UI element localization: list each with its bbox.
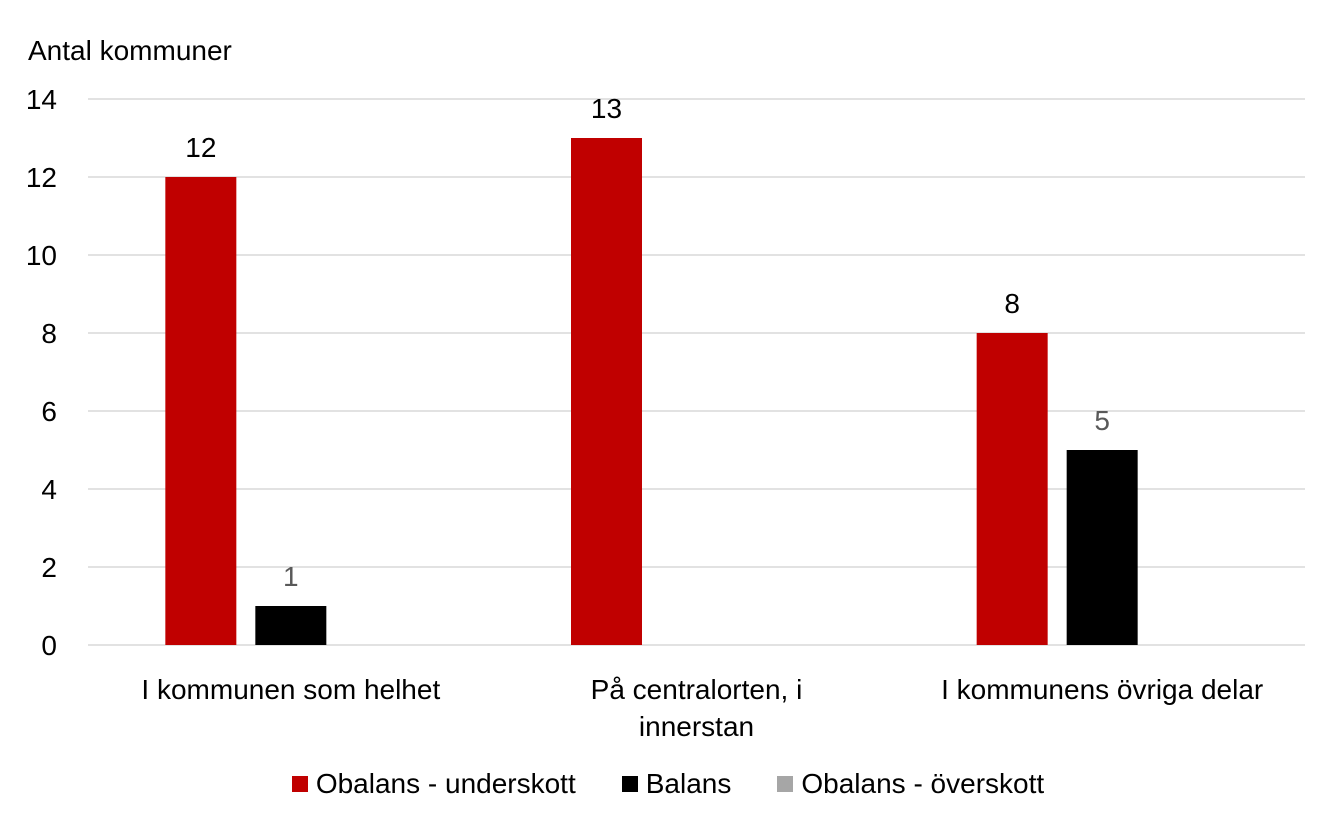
x-category-label: I kommunen som helhet	[141, 674, 440, 705]
legend-swatch	[291, 776, 308, 792]
bar	[165, 177, 237, 645]
data-label: 8	[1004, 288, 1020, 319]
bars	[165, 138, 1138, 645]
y-tick-label: 4	[41, 474, 57, 505]
x-category-label: På centralorten, i	[591, 674, 803, 705]
data-label: 13	[591, 93, 622, 124]
legend-swatch	[777, 776, 794, 792]
legend-label: Obalans - överskott	[801, 768, 1045, 799]
data-label: 5	[1094, 405, 1110, 436]
bar	[1066, 450, 1138, 645]
bar-chart: Antal kommuner 0 2 4 6 8 10 12 14 12 1 13 8 5 I kom…	[26, 35, 1305, 742]
legend-item: Obalans - överskott	[777, 768, 1044, 800]
legend-swatch	[621, 776, 638, 792]
bar	[571, 138, 642, 645]
y-tick-label: 6	[41, 396, 57, 427]
data-label: 12	[185, 132, 216, 163]
legend-item: Obalans - underskott	[291, 768, 576, 800]
y-tick-label: 14	[26, 84, 57, 115]
y-axis-ticks: 0 2 4 6 8 10 12 14	[26, 84, 57, 661]
y-tick-label: 8	[41, 318, 57, 349]
gridlines	[88, 98, 1305, 646]
data-labels: 12 1 13 8 5	[185, 93, 1110, 592]
y-tick-label: 0	[41, 630, 57, 661]
x-category-label: I kommunens övriga delar	[941, 674, 1263, 705]
bar	[976, 333, 1048, 645]
y-tick-label: 12	[26, 162, 57, 193]
y-tick-label: 10	[26, 240, 57, 271]
legend-label: Obalans - underskott	[315, 768, 576, 799]
legend-item: Balans	[621, 768, 732, 800]
data-label: 1	[283, 561, 299, 592]
category-labels: I kommunen som helhet På centralorten, i i…	[141, 674, 1263, 742]
legend-label: Balans	[645, 768, 732, 799]
x-category-label: innerstan	[639, 711, 754, 742]
y-axis-label: Antal kommuner	[28, 35, 232, 66]
y-tick-label: 2	[41, 552, 57, 583]
bar	[255, 606, 327, 645]
legend: Obalans - underskott Balans Obalans - över…	[0, 768, 1336, 800]
